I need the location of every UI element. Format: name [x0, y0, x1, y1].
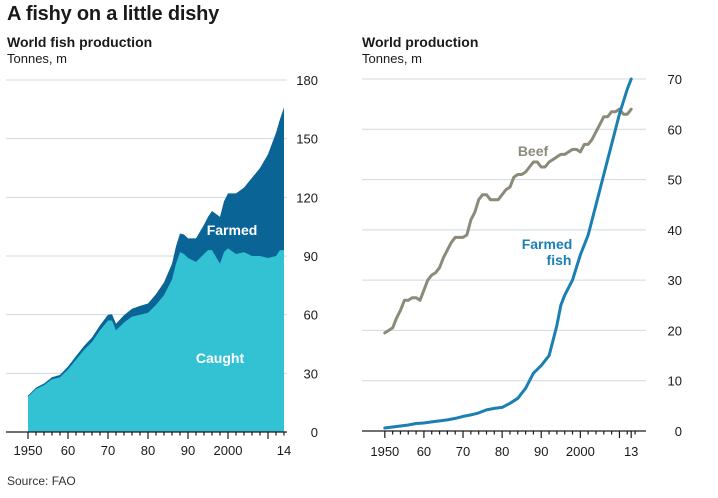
left-x-tick-label: 80: [141, 443, 155, 458]
left-x-tick-label: 70: [101, 443, 115, 458]
right-y-tick-label: 30: [668, 273, 682, 288]
beef-line: [383, 107, 633, 335]
beef-line-label: Beef: [518, 143, 549, 159]
right-x-tick-label: 90: [534, 444, 548, 459]
farmed-area-label: Farmed: [207, 222, 258, 238]
right-y-tick-label: 60: [668, 122, 682, 137]
left-y-tick-label: 30: [304, 366, 318, 381]
left-y-tick-label: 120: [296, 190, 318, 205]
right-y-tick-label: 50: [668, 173, 682, 188]
left-x-tick-label: 2000: [214, 443, 243, 458]
right-y-tick-label: 10: [668, 374, 682, 389]
farmed-fish-line-label-1: Farmed: [522, 236, 573, 252]
source-note: Source: FAO: [7, 474, 76, 488]
left-y-tick-label: 150: [296, 132, 318, 147]
right-chart-unit: Tonnes, m: [362, 51, 422, 66]
right-x-tick-label: 70: [456, 444, 470, 459]
right-y-tick-label: 0: [675, 424, 682, 439]
right-y-tick-label: 20: [668, 323, 682, 338]
left-x-tick-label: 14: [277, 443, 291, 458]
caught-area-label: Caught: [196, 350, 245, 366]
right-y-tick-label: 70: [668, 72, 682, 87]
left-y-tick-label: 60: [304, 308, 318, 323]
right-x-tick-label: 60: [417, 444, 431, 459]
right-x-tick-label: 1950: [370, 444, 399, 459]
right-chart-title: World production: [362, 34, 478, 50]
caught-area: [28, 248, 284, 432]
left-chart-title: World fish production: [7, 34, 152, 50]
right-x-tick-label: 2000: [566, 444, 595, 459]
left-chart-unit: Tonnes, m: [7, 51, 67, 66]
right-x-tick-label: 80: [495, 444, 509, 459]
right-y-tick-label: 40: [668, 223, 682, 238]
page-title: A fishy on a little dishy: [7, 3, 220, 25]
left-y-tick-label: 180: [296, 73, 318, 88]
right-chart: World production Tonnes, m 0 10 20 30 40 50 60…: [362, 34, 682, 459]
left-chart: World fish production Tonnes, m 0 30 60 90 1…: [6, 34, 318, 458]
left-x-tick-label: 90: [181, 443, 195, 458]
left-y-tick-label: 0: [311, 425, 318, 440]
farmed-fish-line: [383, 77, 633, 430]
left-x-tick-label: 60: [61, 443, 75, 458]
farmed-fish-line-label-2: fish: [547, 252, 572, 268]
left-y-tick-label: 90: [304, 249, 318, 264]
left-x-tick-label: 1950: [14, 443, 43, 458]
right-x-tick-label: 13: [624, 444, 638, 459]
